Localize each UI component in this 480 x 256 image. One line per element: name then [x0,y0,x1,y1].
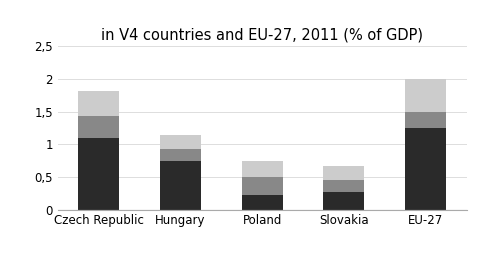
Bar [404,79,445,112]
Bar [159,161,201,210]
Bar [78,91,119,116]
Title: in V4 countries and EU-27, 2011 (% of GDP): in V4 countries and EU-27, 2011 (% of GD… [101,27,422,42]
Bar [323,192,364,210]
Bar [323,180,364,192]
Bar [78,116,119,138]
Bar [404,112,445,128]
Bar [78,138,119,210]
Bar [323,166,364,180]
Bar [159,135,201,149]
Bar [241,195,282,210]
Bar [241,177,282,195]
Bar [404,128,445,210]
Bar [159,149,201,161]
Bar [241,161,282,177]
